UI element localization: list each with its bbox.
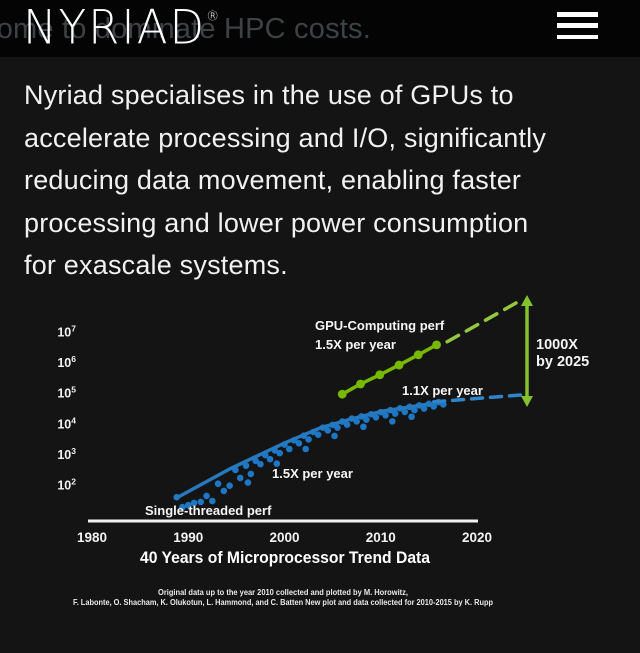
gpu-data-point	[375, 369, 385, 379]
x-axis-ticks: 1980 1990 2000 2010 2020	[77, 530, 492, 545]
data-point	[197, 498, 205, 505]
data-point	[286, 445, 293, 452]
cpu-historic-rate-label: 1.5X per year	[272, 466, 353, 481]
intro-paragraph: Nyriad specialises in the use of GPUs to…	[24, 80, 547, 280]
data-point	[430, 402, 437, 410]
chart-title: 40 Years of Microprocessor Trend Data	[140, 548, 430, 567]
gpu-series-label: GPU-Computing perf	[315, 318, 445, 333]
data-point	[324, 426, 332, 434]
data-point	[203, 492, 210, 499]
y-tick-label: 102	[57, 476, 76, 492]
y-tick-label: 104	[57, 415, 76, 431]
data-point	[302, 445, 309, 452]
gap-label-by2025: by 2025	[536, 354, 589, 370]
cpu-recent-rate-label: 1.1X per year	[402, 383, 483, 398]
data-point	[343, 420, 351, 428]
y-tick-label: 105	[57, 384, 76, 400]
data-point	[266, 455, 274, 462]
hamburger-bar	[557, 23, 598, 28]
data-point	[382, 411, 389, 419]
y-tick-label: 106	[57, 354, 76, 370]
single-threaded-scatter	[173, 398, 447, 510]
data-point	[305, 435, 312, 443]
x-tick-label: 2010	[366, 530, 396, 545]
data-point	[276, 449, 283, 456]
gpu-data-point	[413, 349, 423, 359]
data-point	[179, 503, 186, 510]
data-point	[244, 478, 252, 486]
data-point	[411, 406, 418, 413]
data-point	[420, 404, 428, 412]
y-axis-ticks: 107 106 105 104 103 102	[57, 323, 76, 492]
x-tick-label: 1990	[173, 530, 203, 545]
data-point	[401, 408, 409, 415]
site-header: come to dominate HPC costs. NYRIAD®	[0, 0, 640, 57]
gpu-data-point	[432, 339, 441, 349]
gap-arrow	[521, 294, 533, 407]
nyriad-logo: NYRIAD®	[23, 2, 219, 53]
data-point	[273, 459, 281, 467]
data-point	[372, 413, 380, 421]
data-point	[391, 409, 399, 417]
data-point	[214, 479, 222, 487]
single-threaded-trendline	[174, 401, 432, 500]
data-point	[389, 417, 396, 425]
nyriad-logo-text: NYRIAD	[23, 0, 207, 56]
data-point	[360, 422, 367, 430]
hero-headline-clipped: come to dominate HPC costs.	[0, 13, 371, 45]
hamburger-bar	[557, 12, 598, 17]
gpu-projection-dashed	[445, 296, 525, 344]
data-point	[184, 501, 192, 508]
chart-footnote-line2: F. Labonte, O. Shacham, K. Olukotun, L. …	[73, 598, 493, 607]
hamburger-bar	[557, 34, 598, 39]
data-point	[247, 470, 255, 477]
arrowhead-up	[521, 294, 533, 306]
data-point	[408, 412, 415, 420]
trend-chart-canvas: 107 106 105 104 103 102 1980 1990 2000 2010 2020 GP…	[57, 294, 589, 607]
y-tick-label: 107	[57, 323, 76, 339]
gpu-data-point	[394, 360, 404, 369]
data-point	[314, 430, 322, 438]
x-tick-label: 2000	[269, 530, 299, 545]
microprocessor-trend-chart: 107 106 105 104 103 102 1980 1990 2000 2010 2020 GP…	[0, 291, 640, 631]
x-tick-label: 1980	[77, 530, 107, 545]
data-point	[190, 499, 198, 506]
data-point	[295, 439, 303, 447]
data-point	[363, 415, 370, 423]
data-point	[331, 432, 338, 439]
gpu-data-point	[356, 379, 365, 388]
single-threaded-projection-dashed	[431, 392, 524, 404]
x-tick-label: 2020	[462, 530, 492, 545]
data-point	[220, 487, 228, 494]
data-point	[257, 460, 264, 467]
gpu-data-point	[337, 389, 347, 399]
registered-trademark: ®	[206, 9, 220, 25]
cpu-series-label: Single-threaded perf	[145, 503, 272, 518]
data-point	[236, 474, 244, 481]
gpu-rate-label: 1.5X per year	[315, 337, 396, 352]
data-point	[334, 423, 341, 431]
chart-footnote-line1: Original data up to the year 2010 collec…	[158, 588, 408, 597]
page-main: Nyriad specialises in the use of GPUs to…	[0, 57, 640, 631]
data-point	[226, 481, 233, 489]
gpu-computing-series	[337, 339, 441, 399]
arrowhead-down	[521, 395, 533, 407]
data-point	[209, 497, 216, 504]
y-tick-label: 103	[57, 445, 76, 461]
gap-label-1000x: 1000X	[536, 337, 578, 353]
hamburger-menu-icon[interactable]	[557, 12, 598, 39]
